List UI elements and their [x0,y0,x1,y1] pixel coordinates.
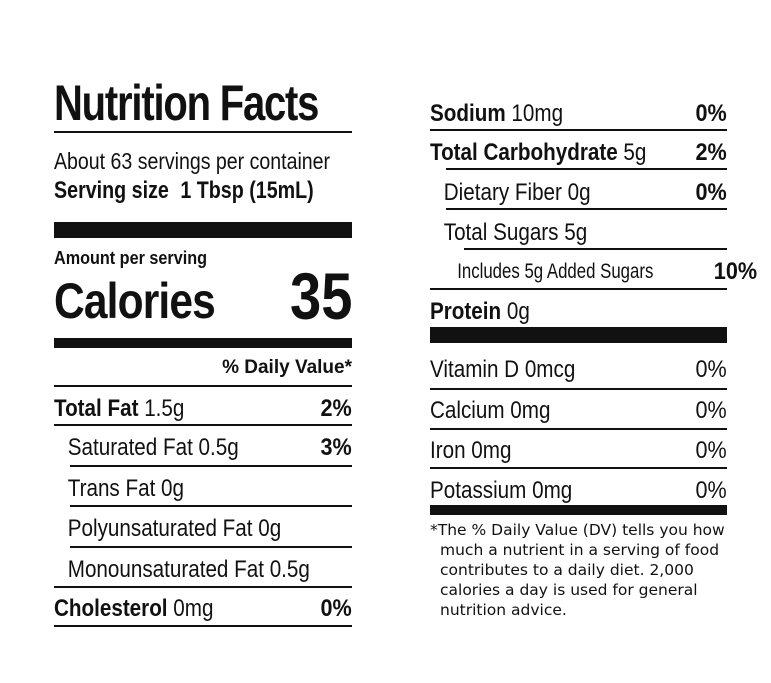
servings-per-container: About 63 servings per container [54,148,331,174]
nutrient-row-total-carbohydrate: Total Carbohydrate 5g 2% [430,135,727,167]
vitamin-row-potassium: Potassium 0mg 0% [430,473,727,505]
divider-thick [54,222,352,238]
nutrient-name: Protein [430,298,502,325]
nutrient-dv: 0% [695,179,727,206]
nutrient-amount: 1.5g [144,395,185,422]
nutrient-dv: 0% [695,100,727,127]
serving-size: Serving size 1 Tbsp (15mL) [54,177,314,205]
nutrient-row-added-sugars: Includes 5g Added Sugars 10% [430,254,757,286]
footnote-line: much a nutrient in a serving of food [440,541,720,559]
vitamin-name: Vitamin D 0mcg [430,356,576,383]
vitamin-row-vitamin-d: Vitamin D 0mcg 0% [430,352,727,384]
divider-thick [430,327,727,343]
nutrient-dv: 3% [320,434,352,461]
divider-medium [430,505,727,515]
footnote-line: *The % Daily Value (DV) tells you how [430,521,725,539]
divider-thin [54,385,352,387]
nutrient-name: Polyunsaturated Fat 0g [67,515,282,542]
nutrient-amount: 0g [506,298,530,325]
divider-thin [70,505,352,507]
nutrient-row-saturated-fat: Saturated Fat 0.5g 3% [54,430,352,462]
divider-thin [70,546,352,548]
nutrient-row-sodium: Sodium 10mg 0% [430,96,727,128]
calories-label: Calories [54,273,216,329]
nutrient-name: Dietary Fiber 0g [443,179,591,206]
nutrient-amount: 0mg [173,595,214,622]
nutrient-row-total-sugars: Total Sugars 5g [430,215,727,247]
footnote-line: calories a day is used for general [440,581,698,599]
nutrient-name: Total Fat [54,395,139,422]
divider-thin [54,625,352,627]
daily-value-header: % Daily Value* [222,357,352,378]
nutrient-row-protein: Protein 0g [430,294,727,326]
nutrient-name: Trans Fat 0g [67,475,185,502]
nutrient-name: Cholesterol [54,595,168,622]
vitamin-row-calcium: Calcium 0mg 0% [430,393,727,425]
vitamin-name: Potassium 0mg [430,477,573,504]
nutrient-row-cholesterol: Cholesterol 0mg 0% [54,591,352,623]
divider-thin [54,586,352,588]
divider-thin [70,465,352,467]
nutrient-name: Saturated Fat 0.5g [67,434,239,461]
daily-value-footnote: *The % Daily Value (DV) tells you how mu… [430,520,730,620]
amount-per-serving: Amount per serving [54,248,208,268]
calories-value: 35 [289,259,352,333]
nutrient-name: Total Sugars 5g [443,219,588,246]
footnote-line: nutrition advice. [440,601,567,619]
divider-thin [446,168,727,170]
divider-thin [430,467,727,469]
nutrient-dv: 2% [695,139,727,166]
nutrient-name: Includes 5g Added Sugars [457,260,654,283]
divider-thin [54,424,352,426]
vitamin-dv: 0% [695,397,727,424]
divider-thin [430,388,727,390]
nutrient-row-dietary-fiber: Dietary Fiber 0g 0% [430,175,727,207]
nutrient-dv: 2% [320,395,352,422]
footnote-line: contributes to a daily diet. 2,000 [440,561,694,579]
vitamin-name: Calcium 0mg [430,397,551,424]
divider-thin [430,428,727,430]
serving-size-label: Serving size [54,177,169,204]
vitamin-row-iron: Iron 0mg 0% [430,433,727,465]
nutrient-name: Sodium [430,100,506,127]
nutrient-name: Total Carbohydrate [430,139,618,166]
divider-thin [430,288,727,290]
nutrient-row-monounsaturated-fat: Monounsaturated Fat 0.5g [54,552,352,584]
divider-thin [446,208,727,210]
vitamin-dv: 0% [695,437,727,464]
nutrient-dv: 10% [713,258,758,285]
divider-thin [430,129,727,131]
serving-size-value: 1 Tbsp (15mL) [180,177,314,204]
vitamin-name: Iron 0mg [430,437,512,464]
vitamin-dv: 0% [695,477,727,504]
nutrient-row-polyunsaturated-fat: Polyunsaturated Fat 0g [54,511,352,543]
divider-thin [464,248,727,250]
nutrient-row-total-fat: Total Fat 1.5g 2% [54,391,352,423]
nutrient-amount: 5g [623,139,647,166]
label-title: Nutrition Facts [54,75,319,131]
nutrient-dv: 0% [320,595,352,622]
nutrient-amount: 10mg [511,100,564,127]
vitamin-dv: 0% [695,356,727,383]
nutrient-row-trans-fat: Trans Fat 0g [54,471,352,503]
divider-medium [54,338,352,348]
divider-thin [54,131,352,133]
nutrient-name: Monounsaturated Fat 0.5g [67,556,310,583]
